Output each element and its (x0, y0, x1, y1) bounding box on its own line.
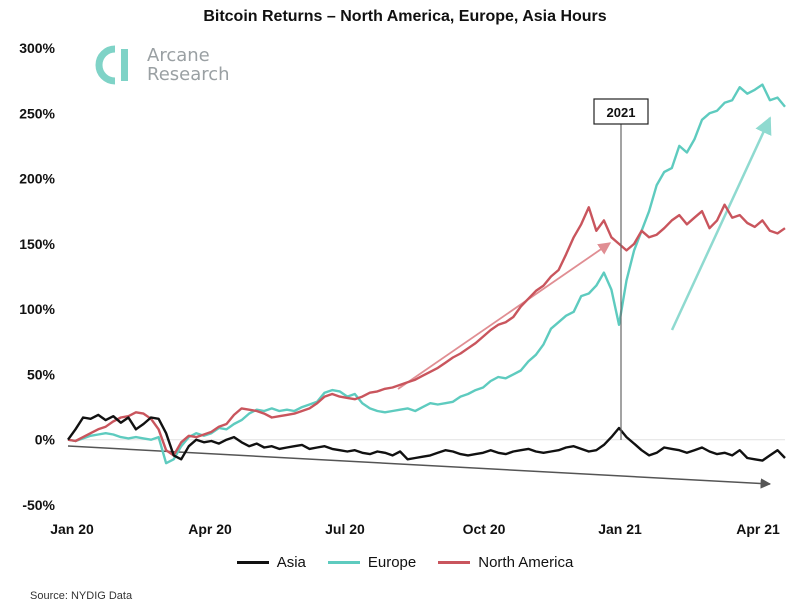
legend-label-asia: Asia (276, 554, 306, 571)
series-line-north-america (67, 203, 786, 457)
y-tick-labels: 300% 250% 200% 150% 100% 50% 0% -50% (19, 40, 55, 513)
logo-line-2: Research (147, 64, 230, 85)
annotation-box (593, 98, 649, 125)
y-tick-label: 250% (19, 105, 55, 121)
source-note: Source: NYDIG Data (30, 590, 133, 602)
y-tick-label: 150% (19, 236, 55, 252)
y-tick-label: 300% (19, 40, 55, 56)
series-lines (67, 83, 786, 465)
x-tick-label: Apr 21 (736, 521, 780, 537)
x-tick-label: Jan 20 (50, 521, 94, 537)
series-line-asia (67, 413, 786, 462)
legend-item-europe: Europe (327, 554, 417, 571)
chart-title: Bitcoin Returns – North America, Europe,… (203, 8, 607, 25)
legend-item-north-america: North America (438, 554, 573, 571)
logo-text: Arcane Research (147, 46, 230, 84)
y-tick-label: 200% (19, 171, 55, 187)
arcane-research-logo: Arcane Research (93, 45, 230, 85)
logo-line-1: Arcane (147, 45, 210, 66)
y-tick-label: 100% (19, 301, 55, 317)
x-tick-label: Jan 21 (598, 521, 642, 537)
legend: Asia Europe North America (0, 554, 810, 571)
legend-swatch-europe (327, 561, 360, 564)
y-tick-label: 50% (27, 366, 56, 382)
north-america-trend-arrow (397, 242, 612, 390)
x-tick-labels: Jan 20 Apr 20 Jul 20 Oct 20 Jan 21 Apr 21 (50, 521, 780, 537)
annotation-layer: 2021 (593, 98, 649, 440)
y-tick-label: -50% (22, 497, 55, 513)
legend-swatch-north-america (438, 561, 471, 564)
legend-item-asia: Asia (236, 554, 306, 571)
legend-label-north-america: North America (478, 554, 574, 571)
annotation-label: 2021 (607, 105, 636, 120)
arcane-logo-icon (95, 45, 128, 85)
x-tick-label: Jul 20 (325, 521, 365, 537)
legend-label-europe: Europe (367, 554, 417, 571)
legend-swatch-asia (236, 561, 269, 564)
europe-trend-arrow (670, 116, 772, 331)
series-line-europe (67, 83, 786, 465)
x-tick-label: Apr 20 (188, 521, 232, 537)
y-tick-label: 0% (35, 432, 56, 448)
x-tick-label: Oct 20 (463, 521, 506, 537)
